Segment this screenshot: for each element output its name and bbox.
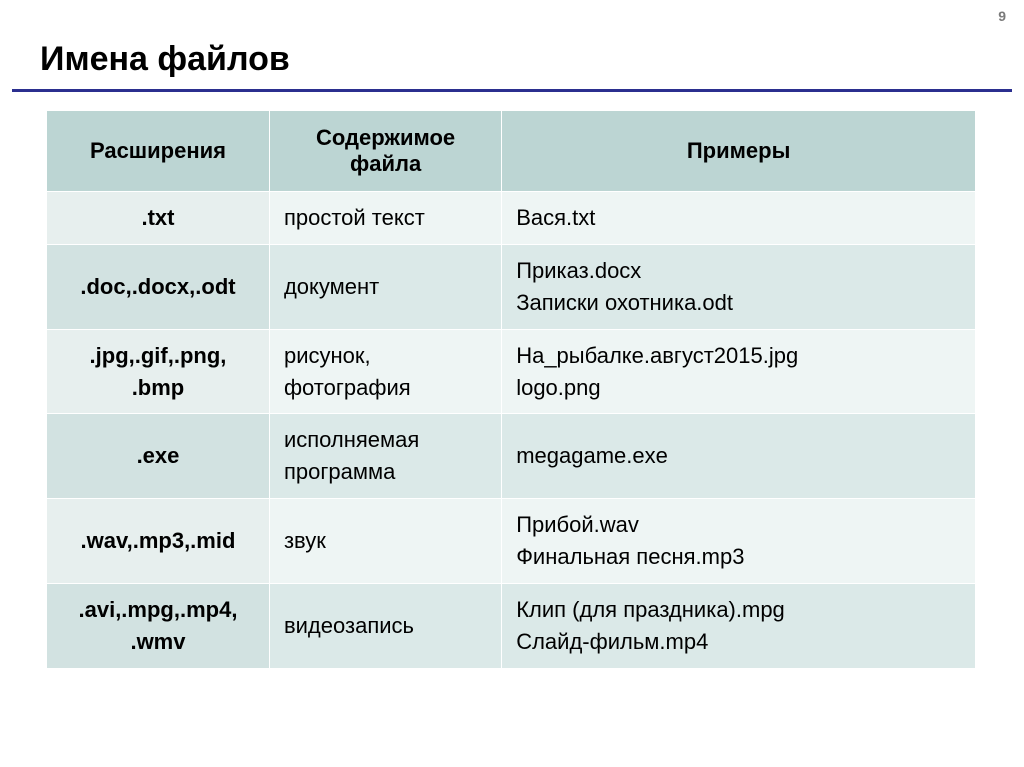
cell-examples: На_рыбалке.август2015.jpg logo.png: [502, 329, 976, 414]
table-row: .wav,.mp3,.mid звук Прибой.wav Финальная…: [47, 499, 976, 584]
cell-examples: Приказ.docx Записки охотника.odt: [502, 244, 976, 329]
cell-description: рисунок, фотография: [269, 329, 501, 414]
cell-description: исполняемая программа: [269, 414, 501, 499]
cell-extension: .jpg,.gif,.png, .bmp: [47, 329, 270, 414]
header-content: Содержимое файла: [269, 111, 501, 192]
file-extensions-table: Расширения Содержимое файла Примеры .txt…: [46, 110, 976, 669]
cell-extension: .wav,.mp3,.mid: [47, 499, 270, 584]
cell-description: звук: [269, 499, 501, 584]
table-row: .doc,.docx,.odt документ Приказ.docx Зап…: [47, 244, 976, 329]
cell-description: видеозапись: [269, 584, 501, 669]
cell-examples: Прибой.wav Финальная песня.mp3: [502, 499, 976, 584]
table-row: .jpg,.gif,.png, .bmp рисунок, фотография…: [47, 329, 976, 414]
table-header-row: Расширения Содержимое файла Примеры: [47, 111, 976, 192]
title-underline: [12, 89, 1012, 92]
table-row: .exe исполняемая программа megagame.exe: [47, 414, 976, 499]
cell-description: простой текст: [269, 192, 501, 245]
slide-title: Имена файлов: [0, 0, 1024, 89]
table-row: .txt простой текст Вася.txt: [47, 192, 976, 245]
cell-examples: Вася.txt: [502, 192, 976, 245]
header-examples: Примеры: [502, 111, 976, 192]
table-row: .avi,.mpg,.mp4, .wmv видеозапись Клип (д…: [47, 584, 976, 669]
cell-extension: .txt: [47, 192, 270, 245]
cell-examples: Клип (для праздника).mpg Слайд-фильм.mp4: [502, 584, 976, 669]
cell-examples: megagame.exe: [502, 414, 976, 499]
cell-extension: .avi,.mpg,.mp4, .wmv: [47, 584, 270, 669]
header-extensions: Расширения: [47, 111, 270, 192]
page-number: 9: [998, 8, 1006, 24]
cell-extension: .exe: [47, 414, 270, 499]
cell-description: документ: [269, 244, 501, 329]
cell-extension: .doc,.docx,.odt: [47, 244, 270, 329]
